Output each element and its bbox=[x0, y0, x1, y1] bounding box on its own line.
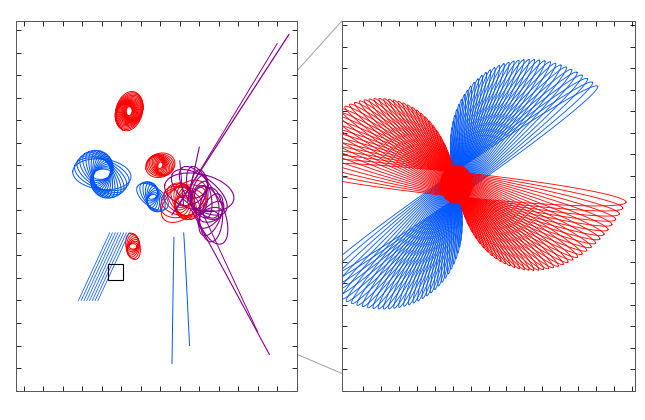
Bar bbox=[108, 265, 123, 280]
Circle shape bbox=[441, 165, 472, 203]
